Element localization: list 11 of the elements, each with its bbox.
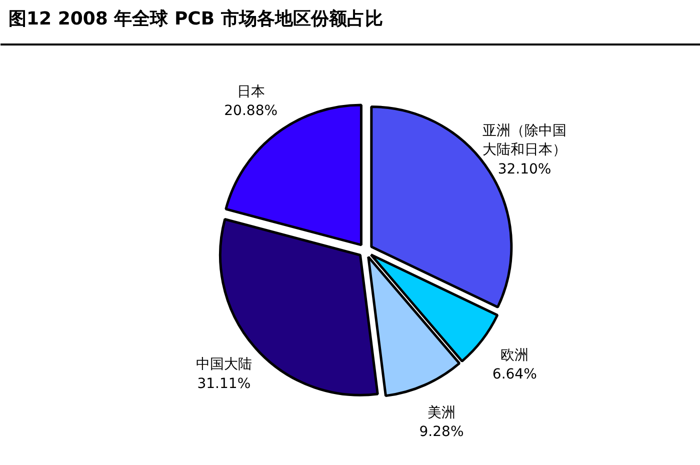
slice-label: 亚洲（除中国大陆和日本） — [482, 123, 567, 158]
data-label: 20.88% — [224, 103, 278, 120]
slice-label: 日本 — [236, 84, 265, 100]
slice-label: 中国大陆 — [196, 356, 252, 373]
data-label: 31.11% — [197, 376, 251, 392]
data-label: 9.28% — [419, 424, 464, 440]
slice-label: 欧洲 — [500, 347, 529, 364]
chart-title: 图12 2008 年全球 PCB 市场各地区份额占比 — [8, 8, 383, 30]
data-label: 6.64% — [492, 366, 537, 383]
slice-label: 美洲 — [428, 404, 456, 421]
data-label: 32.10% — [498, 161, 552, 178]
